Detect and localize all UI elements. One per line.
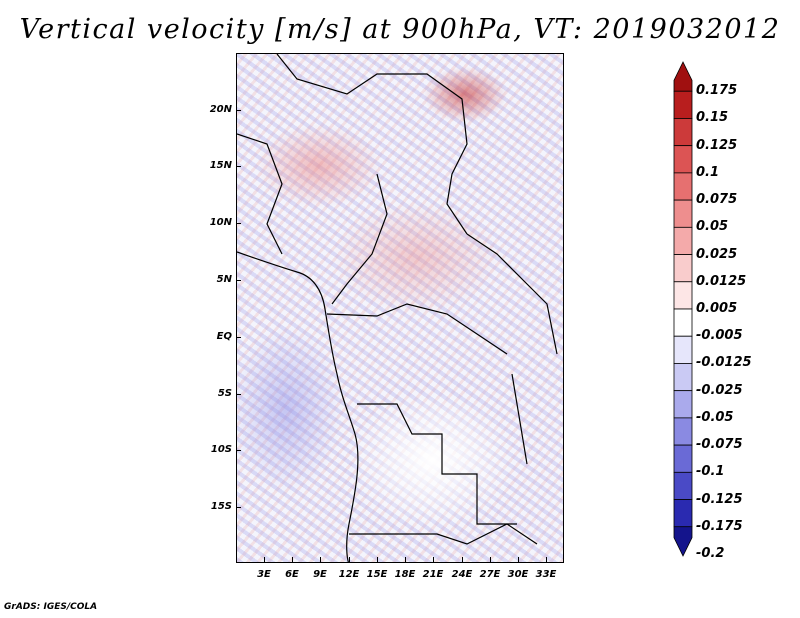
border-congo [326,303,508,355]
colorbar-segment [673,172,693,201]
lon-tick-mark [518,557,519,562]
border-west-africa [237,133,283,255]
colorbar-label: 0.1 [696,164,720,180]
lat-tick-mark [236,337,241,338]
border-east [466,233,558,355]
border-angola [357,403,517,525]
lon-tick-mark [462,557,463,562]
lat-tick-label: 5N [216,274,232,285]
lon-tick-mark [546,557,547,562]
lat-tick-label: 10N [209,217,232,228]
colorbar-label: 0.075 [696,192,738,208]
lon-tick-label: 21E [422,569,444,580]
lat-tick-label: 15N [209,160,232,171]
lat-tick-mark [236,110,241,111]
lat-tick-label: 15S [210,501,232,512]
colorbar-segment [673,199,693,228]
colorbar-label: -0.005 [696,328,743,344]
colorbar-segment [673,90,693,119]
lon-tick-label: 18E [394,569,416,580]
colorbar-segment [673,226,693,255]
colorbar-label: 0.005 [696,301,738,316]
border-north [276,54,468,235]
colorbar-segment [673,61,693,92]
colorbar-label: 0.175 [696,83,738,99]
software-credit: GrADS: IGES/COLA [4,602,98,612]
lat-tick-label: 20N [209,104,232,115]
colorbar-segment [673,390,693,419]
border-south [349,523,538,545]
colorbar-svg [673,61,693,557]
colorbar-segment [673,254,693,283]
lon-tick-label: 6E [285,569,299,580]
lat-tick-mark [236,507,241,508]
lake-tanganyika [511,373,528,465]
colorbar-label: 0.025 [696,246,738,262]
colorbar-label: -0.075 [696,437,743,453]
lon-tick-mark [292,557,293,562]
colorbar-label: -0.025 [696,382,743,398]
colorbar-segment [673,526,693,557]
colorbar-segment [673,145,693,174]
lon-tick-label: 3E [257,569,271,580]
colorbar-segment [673,281,693,310]
lat-tick-mark [236,394,241,395]
colorbar-label: 0.0125 [696,273,747,289]
lat-tick-mark [236,280,241,281]
lat-tick-mark [236,450,241,451]
lon-tick-label: 27E [479,569,501,580]
lon-tick-mark [405,557,406,562]
colorbar-segment [673,417,693,446]
lon-tick-mark [433,557,434,562]
colorbar-segment [673,444,693,473]
colorbar-segment [673,308,693,337]
lon-tick-label: 12E [338,569,360,580]
lon-tick-label: 24E [451,569,473,580]
lon-tick-label: 33E [535,569,557,580]
colorbar-label: -0.125 [696,491,743,507]
lat-tick-mark [236,223,241,224]
map-plot-area [236,53,564,563]
colorbar-label: -0.175 [696,518,743,534]
lon-tick-label: 9E [313,569,327,580]
chart-title: Vertical velocity [m/s] at 900hPa, VT: 2… [19,14,781,45]
colorbar-label: -0.1 [696,464,725,480]
lon-tick-label: 30E [507,569,529,580]
border-central [331,173,388,305]
colorbar-segment [673,363,693,392]
colorbar-label: -0.05 [696,409,734,425]
coastline [237,251,359,562]
lat-tick-label: 5S [217,388,232,399]
lat-tick-label: EQ [216,331,232,342]
colorbar-label: 0.05 [696,219,729,235]
country-borders [237,54,558,562]
lat-tick-mark [236,166,241,167]
colorbar-segment [673,499,693,528]
colorbar-segment [673,335,693,364]
colorbar-label: 0.15 [696,110,729,126]
lon-tick-label: 15E [366,569,388,580]
colorbar-segment [673,118,693,147]
lon-tick-mark [320,557,321,562]
lon-tick-mark [377,557,378,562]
colorbar-label: 0.125 [696,137,738,153]
colorbar-segment [673,471,693,500]
colorbar-label: -0.0125 [696,355,752,371]
lon-tick-mark [490,557,491,562]
colorbar-label: -0.2 [696,546,725,561]
lat-tick-label: 10S [210,444,232,455]
lon-tick-mark [264,557,265,562]
map-overlay [237,54,558,562]
lon-tick-mark [349,557,350,562]
